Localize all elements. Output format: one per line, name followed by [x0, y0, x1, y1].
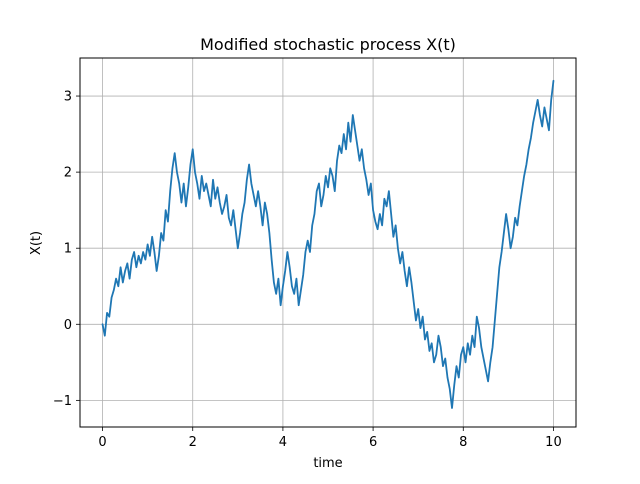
- y-tick-label: 0: [64, 318, 72, 333]
- series-line-0: [101, 79, 555, 409]
- x-tick-label: 4: [279, 435, 287, 450]
- x-tick-label: 0: [98, 435, 106, 450]
- y-tick-label: −1: [53, 394, 72, 409]
- chart-title: Modified stochastic process X(t): [200, 35, 456, 54]
- x-tick-label: 6: [369, 435, 377, 450]
- x-tick-label: 10: [545, 435, 562, 450]
- y-axis-label: X(t): [29, 231, 44, 255]
- y-tick-label: 3: [64, 90, 72, 105]
- y-tick-label: 1: [64, 242, 72, 257]
- x-axis-ticks: 0 2 4 6 8 10: [98, 427, 562, 450]
- grid-lines: [80, 58, 576, 427]
- y-axis-ticks: −1 0 1 2 3: [53, 90, 80, 409]
- plot-frame: [79, 57, 577, 428]
- series-layer: [101, 79, 555, 409]
- x-tick-label: 2: [189, 435, 197, 450]
- x-tick-label: 8: [459, 435, 467, 450]
- x-axis-label: time: [313, 456, 342, 471]
- y-tick-label: 2: [64, 166, 72, 181]
